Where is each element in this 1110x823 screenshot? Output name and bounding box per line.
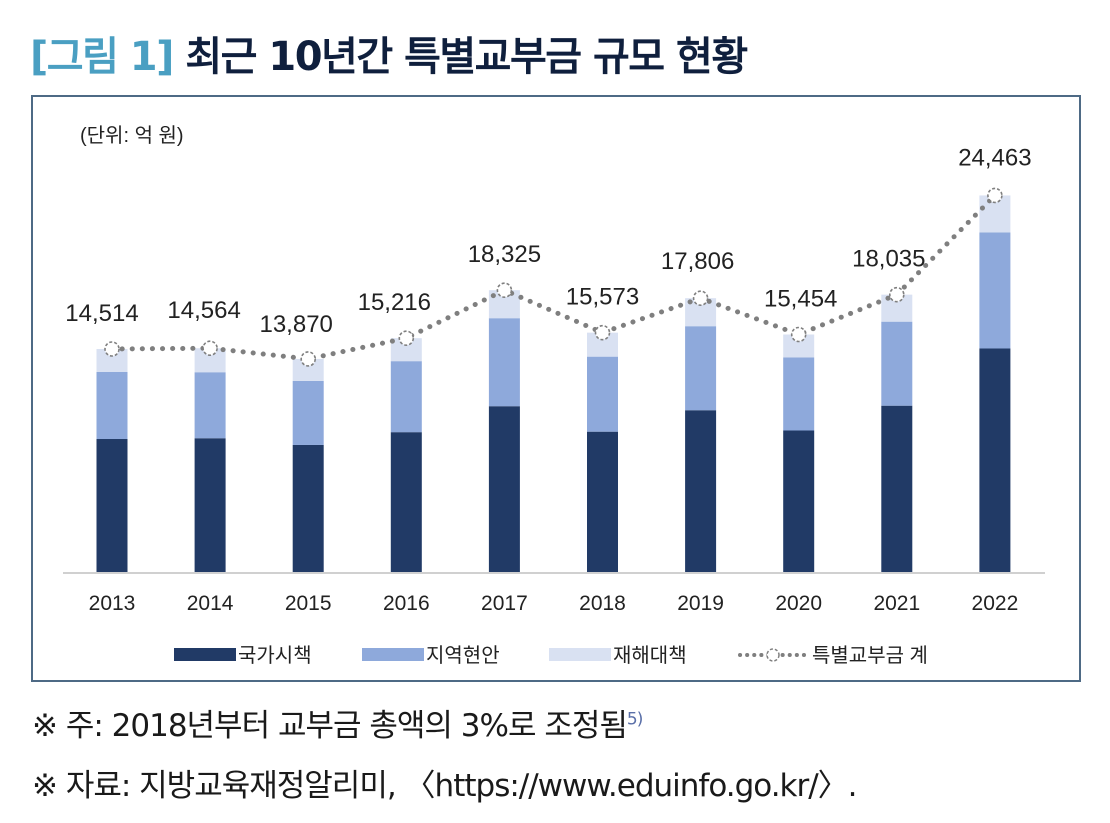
total-line [109,192,998,362]
legend-swatch [174,648,236,661]
bar-segment [194,438,226,573]
x-tick-label: 2019 [677,592,724,615]
total-marker [888,286,905,303]
x-tick-label: 2021 [873,592,920,615]
x-tick-label: 2013 [89,592,136,615]
data-label: 18,035 [852,246,925,273]
data-label: 15,454 [764,285,837,312]
bar-segment [979,232,1011,349]
bar-segment [292,444,324,573]
figure-number: [그림 1] [30,34,174,80]
bar-segment [587,332,618,357]
bar-segment [979,348,1011,573]
x-tick-label: 2020 [775,592,822,615]
legend-swatch [549,648,611,661]
x-tick-label: 2022 [972,592,1019,615]
total-marker [104,341,120,357]
figure-title: [그림 1] 최근 10년간 특별교부금 규모 현황 [30,24,748,82]
bar-segment [783,334,815,358]
legend-marker-icon [766,648,780,662]
x-axis-labels: 2013 2014 2015 2016 2017 2018 2019 2020 2021 2022 [89,592,1019,615]
data-label: 17,806 [661,248,734,275]
data-label: 15,216 [358,289,431,316]
total-marker [692,290,709,306]
total-marker [987,187,1003,204]
bar-segment [783,430,815,573]
legend-label: 재해대책 [613,644,687,667]
unit-label: (단위: 억 원) [80,124,184,147]
bar-segment [587,431,618,573]
data-label: 13,870 [259,311,332,338]
x-tick-label: 2014 [187,592,234,615]
bar-segment [685,326,717,411]
legend-label: 지역현안 [426,644,500,667]
data-label: 14,564 [167,297,240,324]
bar-segment [881,405,913,573]
x-tick-label: 2017 [481,592,528,615]
bar-segment [390,361,422,433]
bar-segment [194,348,226,373]
bar-segment [194,372,226,439]
bar-segment [685,410,717,573]
x-tick-label: 2016 [383,592,430,615]
data-label: 14,514 [65,300,138,327]
legend-label: 특별교부금 계 [812,644,928,667]
x-tick-label: 2018 [579,592,626,615]
total-marker [398,330,415,346]
bar-segment [881,321,913,406]
total-markers [104,187,1003,367]
total-marker [202,340,218,357]
chart-frame: (단위: 억 원) 2013 2014 2015 2016 2017 2018 2019 20… [31,95,1081,682]
legend-label: 국가시책 [238,644,312,667]
data-label: 18,325 [468,241,541,268]
bars-group [96,195,1011,573]
legend: 국가시책 지역현안 재해대책 특별교부금 계 [174,644,928,667]
total-marker [594,324,611,341]
total-marker [790,326,807,343]
data-label: 15,573 [566,284,639,311]
data-labels: 14,514 14,564 13,870 15,216 18,325 15,573 17,8… [65,144,1031,337]
bar-segment [96,371,128,440]
total-marker [496,282,513,298]
data-label: 24,463 [958,144,1031,171]
figure-heading: 최근 10년간 특별교부금 규모 현황 [185,34,748,80]
source-text: ※ 자료: 지방교육재정알리미, 〈https://www.eduinfo.go… [32,768,858,804]
total-marker [300,351,317,367]
bar-segment [292,380,324,445]
bar-segment [783,357,815,431]
footnote-note: ※ 주: 2018년부터 교부금 총액의 3%로 조정됨5) [32,700,643,745]
legend-swatch [362,648,424,661]
bar-segment [488,318,520,407]
footnote-text: ※ 주: 2018년부터 교부금 총액의 3%로 조정됨 [32,708,628,744]
bar-segment [390,338,422,362]
x-tick-label: 2015 [285,592,332,615]
footnote-ref: 5) [626,709,643,730]
bar-segment [587,356,618,432]
bar-segment [292,358,324,381]
bar-segment [96,439,128,573]
bar-segment [488,406,520,573]
stacked-bar-chart: (단위: 억 원) 2013 2014 2015 2016 2017 2018 2019 20… [63,124,1045,667]
footnote-source: ※ 자료: 지방교육재정알리미, 〈https://www.eduinfo.go… [32,760,858,805]
bar-segment [390,432,422,573]
bar-segment [96,349,128,372]
